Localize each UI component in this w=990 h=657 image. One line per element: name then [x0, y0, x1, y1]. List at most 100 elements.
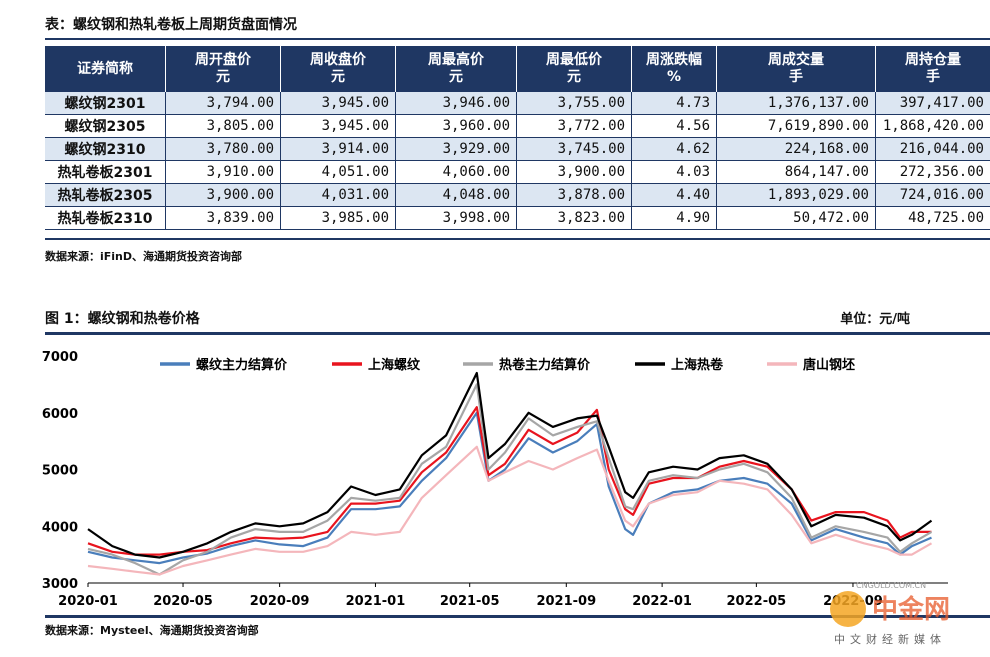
watermark-logo: 中金网 CNGOLD.COM.CN 中文财经新媒体: [828, 581, 978, 648]
watermark-text: 中金网: [872, 595, 951, 625]
value-cell: 272,356.00: [875, 160, 990, 184]
figure-title: 图 1：螺纹钢和热卷价格: [45, 311, 200, 327]
x-tick-label: 2020-01: [58, 594, 118, 609]
value-cell: 3,998.00: [395, 206, 517, 230]
watermark-subtext: 中文财经新媒体: [834, 633, 946, 646]
table-row: 热轧卷板2305 3,900.00 4,031.00 4,048.00 3,878.00…: [45, 183, 990, 207]
y-tick-label: 7000: [42, 350, 78, 365]
figure-source: 数据来源：Mysteel、海通期货投资咨询部: [45, 624, 259, 637]
security-name-cell: 热轧卷板2305: [45, 183, 166, 207]
value-cell: 3,900.00: [165, 183, 281, 207]
security-name-cell: 热轧卷板2310: [45, 206, 166, 230]
table-row: 热轧卷板2301 3,910.00 4,051.00 4,060.00 3,900.00…: [45, 160, 990, 184]
security-name-cell: 螺纹钢2301: [45, 92, 166, 115]
x-tick-label: 2020-09: [250, 594, 310, 609]
watermark-url: CNGOLD.COM.CN: [856, 581, 927, 590]
value-cell: 4,060.00: [395, 160, 517, 184]
legend-label: 上海螺纹: [368, 357, 421, 373]
value-cell: 216,044.00: [875, 137, 990, 161]
series-line-4: [87, 371, 933, 559]
value-cell: 224,168.00: [716, 137, 876, 161]
table-row: 螺纹钢2310 3,780.00 3,914.00 3,929.00 3,745.00 4…: [45, 137, 990, 161]
value-cell: 3,946.00: [395, 92, 517, 115]
watermark-coin-icon: [830, 591, 866, 627]
value-cell: 3,839.00: [165, 206, 281, 230]
value-cell: 1,868,420.00: [875, 114, 990, 138]
legend-label: 唐山钢坯: [803, 357, 855, 373]
legend-label: 上海热卷: [671, 357, 724, 373]
value-cell: 4,051.00: [280, 160, 396, 184]
value-cell: 3,929.00: [395, 137, 517, 161]
header-close: 周收盘价元: [280, 46, 396, 92]
figure-title-rule: [45, 332, 990, 335]
value-cell: 3,960.00: [395, 114, 517, 138]
table-title: 表：螺纹钢和热轧卷板上周期货盘面情况: [45, 17, 297, 33]
value-cell: 3,772.00: [516, 114, 632, 138]
value-cell: 1,893,029.00: [716, 183, 876, 207]
value-cell: 4.62: [631, 137, 717, 161]
header-open: 周开盘价元: [165, 46, 281, 92]
table-header-row: 证券简称 周开盘价元 周收盘价元 周最高价元 周最低价元 周涨跌幅% 周成交量手…: [45, 46, 990, 92]
value-cell: 397,417.00: [875, 92, 990, 115]
table-source: 数据来源：iFinD、海通期货投资咨询部: [45, 250, 243, 263]
x-tick-label: 2020-05: [153, 594, 213, 609]
x-tick-label: 2021-01: [346, 594, 406, 609]
value-cell: 3,945.00: [280, 114, 396, 138]
value-cell: 1,376,137.00: [716, 92, 876, 115]
value-cell: 48,725.00: [875, 206, 990, 230]
table-row: 热轧卷板2310 3,839.00 3,985.00 3,998.00 3,823.00…: [45, 206, 990, 230]
series-line-1: [87, 411, 932, 565]
value-cell: 3,745.00: [516, 137, 632, 161]
x-tick-label: 2022-05: [727, 594, 787, 609]
value-cell: 3,780.00: [165, 137, 281, 161]
header-change: 周涨跌幅%: [631, 46, 717, 92]
value-cell: 3,985.00: [280, 206, 396, 230]
value-cell: 3,755.00: [516, 92, 632, 115]
value-cell: 3,823.00: [516, 206, 632, 230]
value-cell: 7,619,890.00: [716, 114, 876, 138]
security-name-cell: 热轧卷板2301: [45, 160, 166, 184]
table-title-rule: [45, 38, 990, 40]
value-cell: 4.03: [631, 160, 717, 184]
value-cell: 3,914.00: [280, 137, 396, 161]
x-tick-label: 2022-01: [632, 594, 692, 609]
header-low: 周最低价元: [516, 46, 632, 92]
value-cell: 50,472.00: [716, 206, 876, 230]
header-volume: 周成交量手: [716, 46, 876, 92]
figure-unit: 单位：元/吨: [840, 312, 910, 327]
value-cell: 4.73: [631, 92, 717, 115]
legend-label: 螺纹主力结算价: [196, 357, 288, 373]
value-cell: 4,048.00: [395, 183, 517, 207]
series-line-3: [87, 383, 933, 576]
futures-table: 证券简称 周开盘价元 周收盘价元 周最高价元 周最低价元 周涨跌幅% 周成交量手…: [45, 46, 990, 230]
value-cell: 4,031.00: [280, 183, 396, 207]
series-line-5: [87, 445, 933, 576]
header-high: 周最高价元: [395, 46, 517, 92]
y-tick-label: 5000: [42, 464, 78, 479]
series-line-2: [87, 406, 932, 556]
value-cell: 3,910.00: [165, 160, 281, 184]
header-open-interest: 周持仓量手: [875, 46, 990, 92]
value-cell: 4.56: [631, 114, 717, 138]
value-cell: 724,016.00: [875, 183, 990, 207]
value-cell: 864,147.00: [716, 160, 876, 184]
figure-bottom-rule: [45, 615, 990, 618]
header-name: 证券简称: [45, 46, 166, 92]
x-tick-label: 2021-05: [440, 594, 500, 609]
price-chart: 3000 4000 5000 6000 7000 2020-01 2020-05 2020-0…: [42, 350, 948, 609]
table-bottom-rule: [45, 238, 990, 240]
value-cell: 3,878.00: [516, 183, 632, 207]
security-name-cell: 螺纹钢2305: [45, 114, 166, 138]
value-cell: 3,805.00: [165, 114, 281, 138]
y-tick-label: 4000: [42, 520, 78, 535]
value-cell: 3,945.00: [280, 92, 396, 115]
value-cell: 3,900.00: [516, 160, 632, 184]
legend-label: 热卷主力结算价: [499, 357, 591, 373]
security-name-cell: 螺纹钢2310: [45, 137, 166, 161]
x-tick-label: 2021-09: [536, 594, 596, 609]
table-row: 螺纹钢2305 3,805.00 3,945.00 3,960.00 3,772.00 4…: [45, 114, 990, 138]
value-cell: 4.90: [631, 206, 717, 230]
table-row: 螺纹钢2301 3,794.00 3,945.00 3,946.00 3,755.00 4…: [45, 92, 990, 115]
y-tick-label: 6000: [42, 407, 78, 422]
y-tick-label: 3000: [42, 577, 78, 592]
